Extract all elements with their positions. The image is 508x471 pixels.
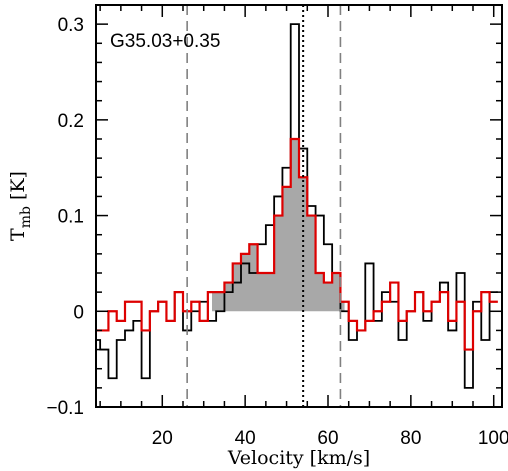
- y-tick-label: 0.2: [58, 111, 84, 132]
- y-axis-title-unit: [K]: [7, 171, 29, 200]
- y-axis-title-main: T: [7, 228, 29, 241]
- x-tick-label: 20: [152, 428, 173, 449]
- y-tick-label: 0: [73, 302, 84, 323]
- x-tick-label: 80: [400, 428, 421, 449]
- y-tick-label: 0.1: [58, 207, 84, 228]
- x-tick-label: 60: [317, 428, 338, 449]
- spectrum-series-red: [96, 137, 498, 351]
- y-tick-label: −0.1: [46, 398, 84, 419]
- y-tick-label: 0.3: [58, 15, 84, 36]
- x-axis-title: Velocity [km/s]: [227, 447, 370, 469]
- x-tick-label: 100: [478, 428, 508, 449]
- source-label: G35.03+0.35: [110, 31, 220, 52]
- plot-frame: [95, 4, 503, 408]
- shaded-emission-area: [212, 139, 345, 312]
- y-axis-title-subscript: mb: [18, 206, 34, 228]
- y-axis-title: Tmb [K]: [7, 171, 34, 241]
- x-tick-label: 40: [235, 428, 256, 449]
